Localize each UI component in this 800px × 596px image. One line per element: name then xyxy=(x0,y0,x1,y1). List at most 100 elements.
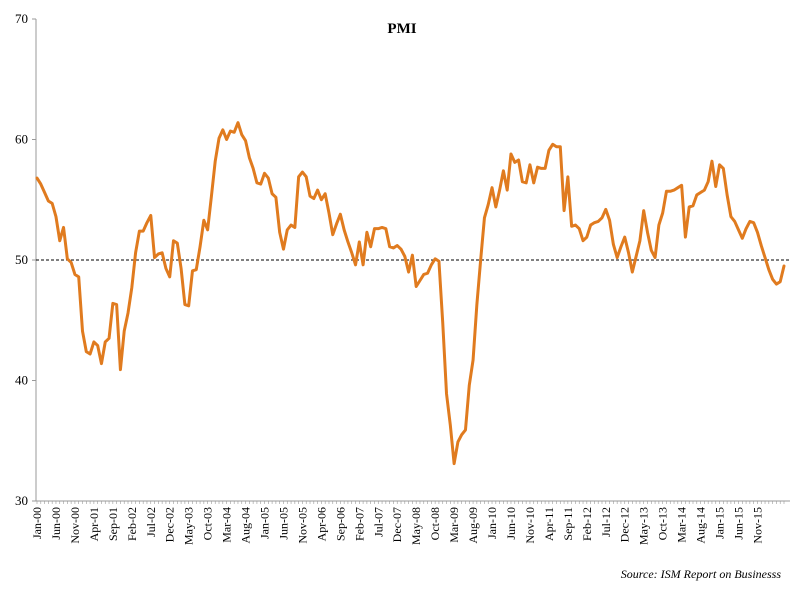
data-point xyxy=(286,229,288,231)
data-point xyxy=(222,129,224,131)
data-point xyxy=(715,185,717,187)
data-point xyxy=(517,159,519,161)
data-point xyxy=(169,276,171,278)
data-point xyxy=(373,227,375,229)
data-point xyxy=(385,227,387,229)
data-point xyxy=(555,146,557,148)
data-point xyxy=(552,143,554,145)
data-point xyxy=(540,167,542,169)
data-point xyxy=(559,146,561,148)
data-point xyxy=(608,219,610,221)
x-tick-label: Nov-00 xyxy=(68,507,82,544)
data-point xyxy=(161,252,163,254)
data-point xyxy=(658,224,660,226)
data-point xyxy=(203,219,205,221)
data-point xyxy=(426,272,428,274)
x-tick-label: Mar-14 xyxy=(675,507,689,543)
data-point xyxy=(514,161,516,163)
data-point xyxy=(525,182,527,184)
x-tick-label: Nov-10 xyxy=(523,507,537,544)
data-point xyxy=(445,393,447,395)
data-point xyxy=(605,208,607,210)
data-point xyxy=(343,229,345,231)
data-point xyxy=(40,183,42,185)
data-point xyxy=(115,303,117,305)
data-point xyxy=(150,214,152,216)
x-tick-label: Nov-05 xyxy=(295,507,309,544)
data-point xyxy=(775,283,777,285)
data-point xyxy=(328,212,330,214)
x-tick-label: Sep-06 xyxy=(333,507,347,541)
data-point xyxy=(665,190,667,192)
data-point xyxy=(332,233,334,235)
data-point xyxy=(47,200,49,202)
data-point xyxy=(241,133,243,135)
x-axis: Jan-00 Jun-00 Nov-00 Apr-01 Sep-01 Feb-02 Jul-… xyxy=(30,500,790,545)
data-point xyxy=(423,273,425,275)
source-note: Source: ISM Report on Businesss xyxy=(621,567,782,581)
data-point xyxy=(453,462,455,464)
data-point xyxy=(760,244,762,246)
data-point xyxy=(252,167,254,169)
data-point xyxy=(411,254,413,256)
data-point xyxy=(354,264,356,266)
data-point xyxy=(74,273,76,275)
data-point xyxy=(320,199,322,201)
data-point xyxy=(153,256,155,258)
series-line xyxy=(35,121,786,466)
data-point xyxy=(93,341,95,343)
data-point xyxy=(119,368,121,370)
data-point xyxy=(43,191,45,193)
data-point xyxy=(616,256,618,258)
data-point xyxy=(752,221,754,223)
data-point xyxy=(510,153,512,155)
data-point xyxy=(297,176,299,178)
data-point xyxy=(419,279,421,281)
data-point xyxy=(233,131,235,133)
data-point xyxy=(108,337,110,339)
data-point xyxy=(388,246,390,248)
x-tick-label: Jun-10 xyxy=(504,507,518,540)
x-tick-label: Jan-10 xyxy=(485,507,499,539)
data-point xyxy=(472,359,474,361)
data-point xyxy=(771,278,773,280)
data-point xyxy=(256,182,258,184)
x-tick-label: May-08 xyxy=(409,507,423,545)
data-point xyxy=(142,230,144,232)
x-tick-label: Feb-07 xyxy=(352,507,366,541)
data-point xyxy=(85,350,87,352)
data-point xyxy=(180,267,182,269)
data-point xyxy=(476,303,478,305)
data-point xyxy=(669,190,671,192)
data-point xyxy=(548,149,550,151)
data-point xyxy=(684,236,686,238)
data-point xyxy=(415,285,417,287)
data-point xyxy=(275,196,277,198)
data-point xyxy=(567,176,569,178)
x-tick-label: Apr-01 xyxy=(87,507,101,541)
x-tick-label: Aug-09 xyxy=(466,507,480,544)
data-point xyxy=(464,429,466,431)
y-tick-label: 30 xyxy=(15,493,28,508)
data-point xyxy=(677,187,679,189)
data-point xyxy=(347,241,349,243)
y-tick-label: 50 xyxy=(15,252,28,267)
data-point xyxy=(521,180,523,182)
data-point xyxy=(756,231,758,233)
x-tick-label: Apr-06 xyxy=(314,507,328,541)
data-point xyxy=(195,268,197,270)
data-point xyxy=(36,177,38,179)
data-point xyxy=(78,276,80,278)
data-point xyxy=(184,303,186,305)
data-point xyxy=(229,130,231,132)
data-point xyxy=(593,221,595,223)
data-point xyxy=(783,265,785,267)
data-point xyxy=(495,206,497,208)
data-point xyxy=(730,215,732,217)
data-point xyxy=(544,167,546,169)
x-tick-label: Oct-08 xyxy=(428,507,442,540)
x-tick-label: Jul-12 xyxy=(599,507,613,537)
data-point xyxy=(692,205,694,207)
